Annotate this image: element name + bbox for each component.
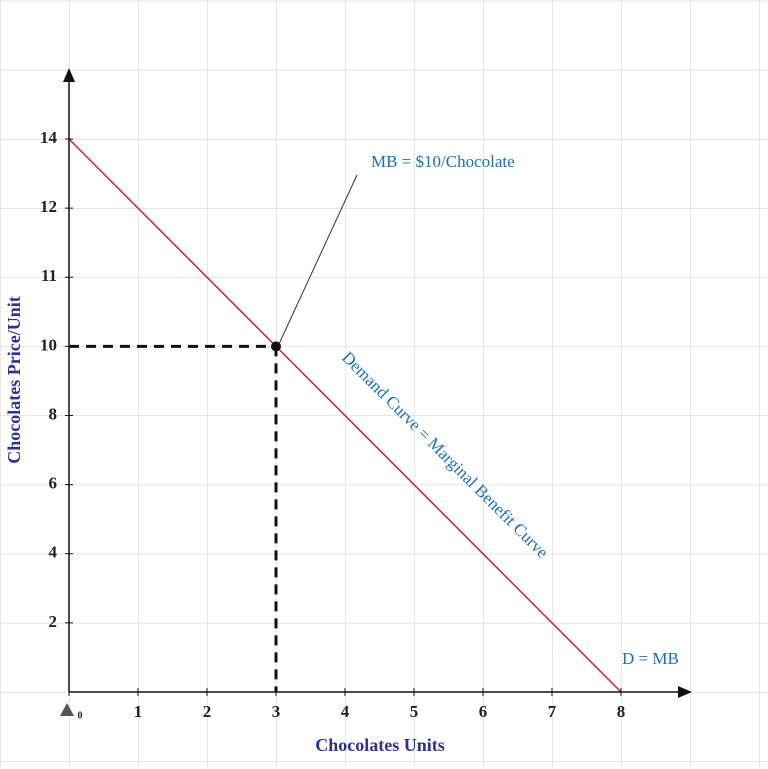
- x-tick-label: 2: [203, 702, 212, 721]
- series-label: D = MB: [622, 649, 679, 668]
- x-tick-label: 3: [272, 702, 281, 721]
- x-tick-label: 1: [134, 702, 143, 721]
- y-tick-label: 12: [40, 197, 57, 216]
- annotation-leader: [278, 174, 358, 345]
- origin-marker: [60, 703, 74, 716]
- x-tick-label: 0: [78, 710, 83, 721]
- x-tick-label: 6: [479, 702, 488, 721]
- y-axis-title: Chocolates Price/Unit: [4, 296, 24, 463]
- x-axis-title: Chocolates Units: [315, 735, 445, 755]
- y-tick-label: 10: [40, 335, 57, 354]
- y-tick-label: 4: [49, 543, 58, 562]
- y-tick-label: 6: [49, 474, 58, 493]
- x-tick-label: 8: [617, 702, 626, 721]
- x-arrow: [678, 686, 692, 698]
- y-tick-label: 11: [41, 266, 57, 285]
- y-tick-label: 8: [49, 404, 58, 423]
- x-tick-label: 5: [410, 702, 419, 721]
- y-tick-label: 14: [40, 128, 58, 147]
- y-arrow: [63, 68, 75, 82]
- point: [271, 341, 281, 352]
- plot: D = MB: [68, 138, 679, 693]
- annotation: MB = $10/Chocolate: [371, 152, 515, 171]
- y-tick-label: 2: [49, 612, 58, 631]
- x-tick-label: 4: [341, 702, 350, 721]
- x-tick-label: 7: [548, 702, 557, 721]
